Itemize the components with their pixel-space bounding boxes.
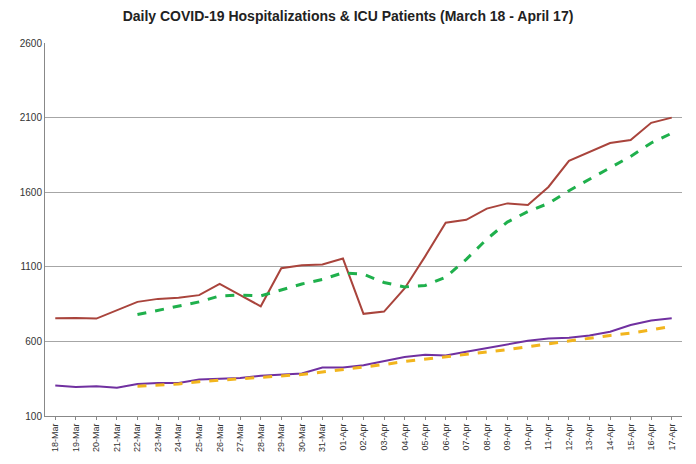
svg-text:23-Mar: 23-Mar xyxy=(153,424,163,453)
svg-text:08-Apr: 08-Apr xyxy=(482,424,492,451)
svg-text:07-Apr: 07-Apr xyxy=(461,424,471,451)
svg-text:Daily COVID-19 Hospitalization: Daily COVID-19 Hospitalizations & ICU Pa… xyxy=(123,8,574,24)
svg-text:600: 600 xyxy=(25,336,42,347)
svg-text:02-Apr: 02-Apr xyxy=(358,424,368,451)
svg-text:17-Apr: 17-Apr xyxy=(667,424,677,451)
svg-text:21-Mar: 21-Mar xyxy=(112,424,122,453)
svg-text:31-Mar: 31-Mar xyxy=(317,424,327,453)
svg-text:04-Apr: 04-Apr xyxy=(400,424,410,451)
svg-text:1100: 1100 xyxy=(20,261,42,272)
svg-text:25-Mar: 25-Mar xyxy=(194,424,204,453)
svg-text:12-Apr: 12-Apr xyxy=(564,424,574,451)
svg-text:18-Mar: 18-Mar xyxy=(50,424,60,453)
svg-text:13-Apr: 13-Apr xyxy=(584,424,594,451)
svg-text:100: 100 xyxy=(25,411,42,422)
svg-text:16-Apr: 16-Apr xyxy=(646,424,656,451)
svg-text:19-Mar: 19-Mar xyxy=(71,424,81,453)
svg-text:22-Mar: 22-Mar xyxy=(132,424,142,453)
svg-text:30-Mar: 30-Mar xyxy=(297,424,307,453)
svg-text:10-Apr: 10-Apr xyxy=(523,424,533,451)
svg-text:20-Mar: 20-Mar xyxy=(91,424,101,453)
svg-text:24-Mar: 24-Mar xyxy=(173,424,183,453)
svg-text:1600: 1600 xyxy=(20,187,43,198)
svg-text:28-Mar: 28-Mar xyxy=(256,424,266,453)
svg-text:09-Apr: 09-Apr xyxy=(502,424,512,451)
svg-text:26-Mar: 26-Mar xyxy=(215,424,225,453)
svg-text:11-Apr: 11-Apr xyxy=(543,424,553,450)
svg-text:05-Apr: 05-Apr xyxy=(420,424,430,451)
svg-text:2100: 2100 xyxy=(20,112,43,123)
svg-text:29-Mar: 29-Mar xyxy=(276,424,286,453)
svg-text:15-Apr: 15-Apr xyxy=(626,424,636,451)
svg-text:06-Apr: 06-Apr xyxy=(441,424,451,451)
svg-text:14-Apr: 14-Apr xyxy=(605,424,615,451)
svg-text:03-Apr: 03-Apr xyxy=(379,424,389,451)
svg-text:2600: 2600 xyxy=(20,38,43,49)
svg-text:27-Mar: 27-Mar xyxy=(235,424,245,453)
svg-text:01-Apr: 01-Apr xyxy=(338,424,348,451)
